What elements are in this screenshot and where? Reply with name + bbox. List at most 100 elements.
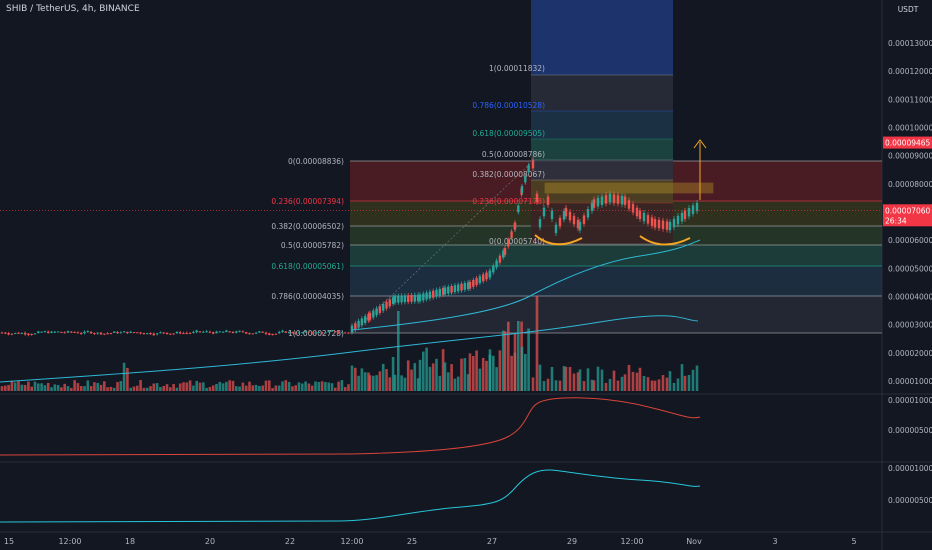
volume-bar <box>513 333 517 391</box>
candle-body <box>20 333 23 335</box>
volume-bar <box>73 380 76 391</box>
candle <box>616 192 620 207</box>
candle-body <box>478 276 482 284</box>
volume-bar <box>46 382 50 391</box>
candle-body <box>228 331 231 333</box>
candle <box>691 202 695 217</box>
fib-ext-zone <box>531 203 673 244</box>
candle-body <box>225 330 228 333</box>
candle-body <box>106 333 109 335</box>
volume-bar <box>195 380 198 391</box>
candle-body <box>327 331 330 333</box>
volume-bar <box>20 384 24 391</box>
volume-bar <box>695 365 699 391</box>
candle <box>453 283 457 295</box>
volume-bar <box>13 382 17 391</box>
volume-bar <box>418 359 422 391</box>
volume-bar <box>169 387 172 391</box>
candle <box>291 331 294 334</box>
volume-bar <box>56 384 60 391</box>
volume-bar <box>443 362 447 391</box>
candle <box>576 217 580 232</box>
osc2-tick-label: 0.00001000 <box>888 464 932 473</box>
candle-body <box>635 207 639 217</box>
volume-bar <box>248 381 251 391</box>
volume-bar <box>646 377 650 391</box>
candle <box>271 333 274 336</box>
volume-bar <box>244 385 248 391</box>
candle-body <box>136 332 139 334</box>
candle-body <box>582 215 586 224</box>
volume-bar <box>79 386 83 391</box>
price-tick-label: 0.00011000 <box>888 95 932 104</box>
volume-bar <box>202 382 205 391</box>
volume-bar <box>375 375 378 391</box>
candle-body <box>271 333 274 335</box>
candle <box>407 292 410 305</box>
candle-body <box>192 331 195 333</box>
candle-body <box>291 332 294 334</box>
ma-long-line <box>0 315 699 383</box>
volume-bar <box>172 384 175 391</box>
candle-body <box>422 293 425 301</box>
candle-body <box>520 186 524 193</box>
candle-body <box>400 295 403 303</box>
candle-body <box>676 215 680 225</box>
time-tick-label: 27 <box>487 537 497 546</box>
cup-arc-left <box>534 234 583 246</box>
candle-body <box>109 333 113 335</box>
candle <box>416 292 420 304</box>
volume-bar <box>564 366 568 391</box>
candle <box>284 331 287 334</box>
volume-bar <box>687 374 691 391</box>
volume-bar <box>572 373 576 391</box>
candle-body <box>202 331 205 333</box>
candle-body <box>179 332 182 334</box>
candle-body <box>388 299 391 307</box>
candle-body <box>572 215 576 225</box>
volume-bar <box>554 380 558 391</box>
candle <box>665 218 669 233</box>
candle-body <box>268 333 271 335</box>
volume-bar <box>129 387 132 391</box>
volume-bar <box>294 385 297 391</box>
candle-body <box>83 331 86 334</box>
currency-label: USDT <box>898 5 919 14</box>
candle <box>43 330 47 333</box>
volume-bar <box>558 380 562 391</box>
volume-bar <box>568 366 572 391</box>
candle-body <box>535 193 539 203</box>
volume-bar <box>63 383 66 391</box>
candle <box>538 216 542 231</box>
candle <box>165 332 169 335</box>
fib-ext-label: 0.5(0.00008786) <box>482 150 545 159</box>
candle-body <box>278 331 281 334</box>
candle-body <box>347 332 350 334</box>
osc1-tick-label: 0.00000500 <box>888 426 932 435</box>
volume-bar <box>99 384 103 391</box>
volume-bar <box>354 367 357 391</box>
candle <box>330 329 334 333</box>
candle-body <box>14 332 17 334</box>
candle <box>631 201 635 216</box>
volume-bar <box>264 380 268 391</box>
candle <box>527 162 530 175</box>
volume-bar <box>307 383 311 391</box>
volume-bar <box>468 353 472 391</box>
volume-bar <box>368 375 372 391</box>
candle-body <box>146 333 149 335</box>
candle-body <box>657 219 661 229</box>
volume-bar <box>225 381 228 391</box>
candle-body <box>235 331 238 333</box>
time-tick-label: 25 <box>407 537 417 546</box>
candle-body <box>113 331 116 333</box>
volume-bar <box>456 376 460 391</box>
candle-body <box>472 279 475 287</box>
candle-body <box>30 333 33 336</box>
candle <box>27 333 30 337</box>
volume-bar <box>238 386 241 391</box>
last-price-badge <box>883 204 932 227</box>
candle <box>375 306 378 318</box>
candle <box>245 331 248 335</box>
